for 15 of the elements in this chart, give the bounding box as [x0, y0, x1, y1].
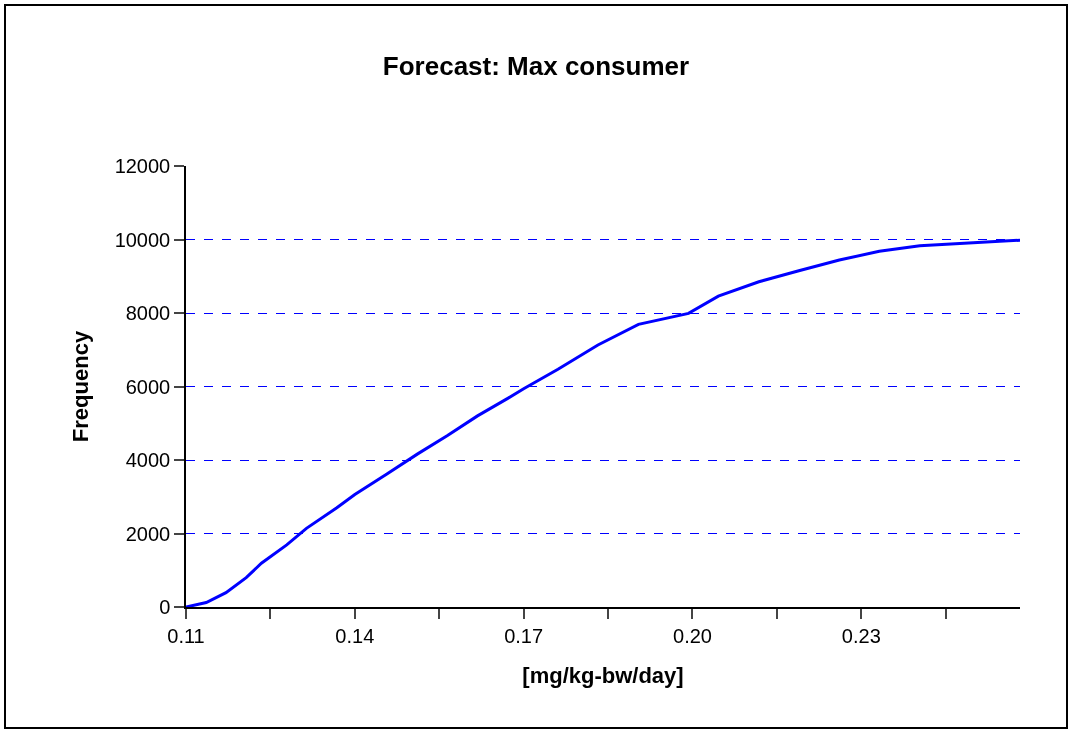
x-tick-label: 0.20: [673, 624, 712, 647]
x-tick-label: 0.17: [504, 624, 544, 647]
y-tick-label: 2000: [125, 522, 171, 545]
y-tick-label: 12000: [114, 155, 171, 177]
x-tick-label: 0.23: [841, 624, 881, 647]
x-tick-label: 0.11: [167, 624, 205, 647]
x-tick-label: 0.14: [335, 624, 375, 647]
x-axis-title: [mg/kg-bw/day]: [522, 663, 684, 689]
y-tick-label: 4000: [125, 449, 171, 471]
chart-title: Forecast: Max consumer: [382, 50, 690, 81]
y-tick-label: 10000: [114, 228, 171, 251]
y-tick-label: 6000: [125, 375, 171, 398]
y-axis-title: Frequency: [67, 330, 93, 443]
y-tick-label: 0: [159, 596, 171, 618]
y-tick-label: 8000: [125, 302, 171, 324]
